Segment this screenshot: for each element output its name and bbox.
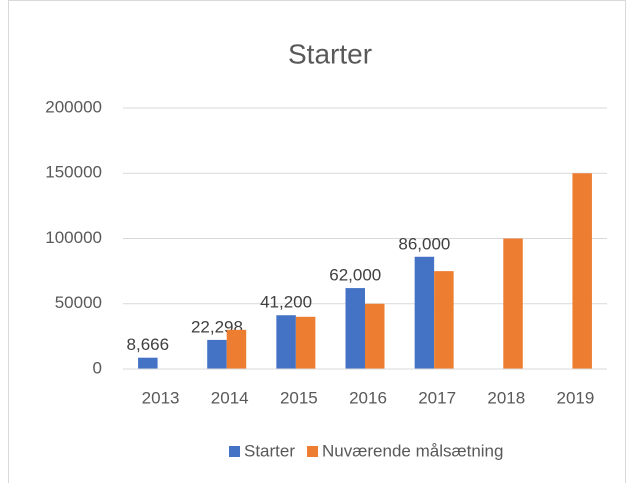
bar [276, 315, 296, 369]
x-tick-label: 2017 [418, 388, 456, 407]
bar [226, 329, 247, 369]
bar [414, 256, 435, 369]
bar [345, 288, 365, 369]
data-label: 41,200 [260, 293, 312, 312]
legend-swatch [229, 446, 240, 457]
x-tick-label: 2016 [349, 388, 387, 407]
bar [207, 339, 227, 369]
bar [572, 173, 592, 369]
legend-label: Nuværende målsætning [322, 441, 503, 460]
x-tick-label: 2015 [280, 388, 318, 407]
x-tick-label: 2019 [557, 388, 595, 407]
bar [295, 316, 316, 369]
legend-swatch [307, 446, 319, 457]
bar [365, 303, 385, 369]
y-tick-label: 100000 [45, 228, 102, 247]
data-label: 62,000 [329, 266, 381, 285]
x-tick-label: 2014 [211, 388, 249, 407]
y-tick-label: 150000 [45, 163, 102, 182]
legend-label: Starter [244, 441, 295, 460]
x-tick-label: 2018 [487, 388, 525, 407]
data-label: 8,666 [127, 335, 170, 354]
y-tick-label: 0 [93, 358, 102, 377]
data-label: 86,000 [398, 234, 450, 253]
bar [503, 238, 523, 369]
x-tick-label: 2013 [142, 388, 180, 407]
bar [138, 357, 158, 369]
chart-title: Starter [288, 38, 372, 69]
bar [434, 271, 454, 369]
y-tick-label: 200000 [45, 97, 102, 116]
y-tick-label: 50000 [55, 293, 102, 312]
